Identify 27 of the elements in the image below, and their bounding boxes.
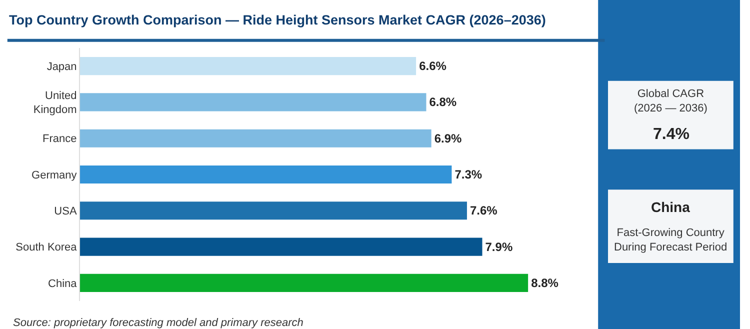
- y-tick-label: China: [48, 278, 78, 290]
- bar: [80, 274, 528, 292]
- data-label: 8.8%: [531, 276, 559, 290]
- y-tick-label: France: [42, 133, 77, 146]
- data-label: 6.9%: [434, 131, 462, 146]
- bar: [80, 238, 482, 256]
- bar: [80, 202, 467, 220]
- bar: [80, 93, 426, 112]
- bar: [80, 57, 416, 76]
- data-label: 6.8%: [429, 95, 457, 110]
- bar: [80, 165, 452, 184]
- data-label: 7.9%: [485, 240, 513, 254]
- bar: [80, 129, 432, 148]
- y-tick-label: USA: [54, 205, 78, 218]
- text: Global CAGR (2026 — 2036): [634, 88, 708, 114]
- y-tick-label: South Korea: [16, 242, 78, 254]
- text: Fast-Growing Country During Forecast Period: [614, 227, 728, 254]
- data-label: 7.3%: [454, 168, 482, 182]
- y-tick-label: United Kingdom: [33, 90, 77, 116]
- y-tick-label: Germany: [32, 169, 78, 182]
- text: 7.4%: [653, 126, 690, 143]
- y-tick-label: Japan: [46, 60, 77, 73]
- chart-title: Top Country Growth Comparison — Ride Height Sensors Market CAGR (2026–2036): [9, 12, 546, 28]
- text: China: [651, 199, 690, 215]
- source-note: Source: proprietary forecasting model and primary research: [13, 317, 304, 329]
- data-label: 6.6%: [419, 59, 447, 74]
- data-label: 7.6%: [470, 204, 498, 218]
